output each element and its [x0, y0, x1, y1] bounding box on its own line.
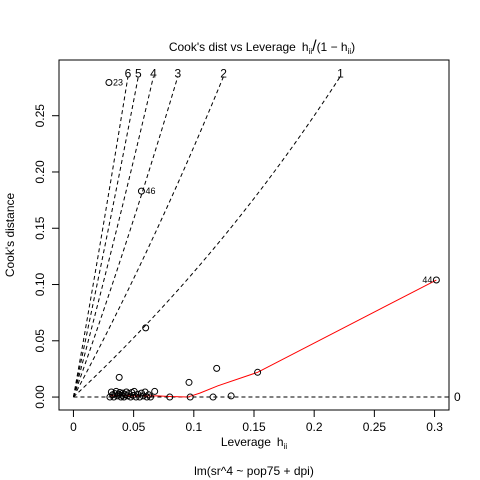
y-tick-label: 0.00 — [33, 385, 47, 409]
smooth-line — [109, 279, 437, 398]
y-axis-label: Cook's distance — [3, 193, 17, 278]
data-point — [142, 324, 150, 332]
data-point — [186, 393, 194, 401]
x-axis-label-text: Leverage — [221, 435, 271, 449]
data-point — [209, 393, 217, 401]
contour-label: 5 — [135, 66, 142, 80]
y-tick-label: 0.15 — [33, 216, 47, 240]
contour-label: 4 — [150, 66, 157, 80]
x-tick-label: 0.2 — [306, 420, 323, 434]
contour-line-2 — [72, 76, 225, 398]
y-tick-label: 0.10 — [33, 273, 47, 297]
contour-label: 3 — [175, 66, 182, 80]
contour-label: 1 — [337, 66, 344, 80]
x-axis: 0 0.05 0.1 0.15 0.2 0.25 0.3 — [70, 409, 443, 434]
contour-label: 6 — [125, 66, 132, 80]
smoothed-trend — [109, 279, 437, 398]
plot-frame — [58, 59, 450, 411]
data-point — [432, 276, 440, 284]
contour-label: 2 — [220, 66, 227, 80]
data-point — [137, 187, 145, 195]
x-axis-label: Leverage hii — [221, 435, 288, 451]
x-tick-label: 0.15 — [242, 420, 266, 434]
chart-title-main: Cook's dist vs Leverage — [169, 40, 296, 54]
x-tick-label: 0.1 — [185, 420, 202, 434]
data-point — [227, 392, 235, 400]
data-point — [166, 393, 174, 401]
x-tick-label: 0.05 — [122, 420, 146, 434]
contour-label: 0 — [454, 390, 461, 404]
data-point — [151, 387, 159, 395]
data-point — [185, 378, 193, 386]
contour-line-3 — [72, 76, 179, 398]
point-label: 46 — [145, 186, 155, 196]
x-tick-label: 0 — [70, 420, 77, 434]
point-label: 23 — [113, 78, 123, 88]
x-tick-label: 0.25 — [363, 420, 387, 434]
contour-line-1 — [73, 76, 341, 398]
contour-line-5 — [72, 76, 139, 398]
data-point — [146, 393, 154, 401]
data-point — [117, 393, 125, 401]
data-point — [254, 368, 262, 376]
x-tick-label: 0.3 — [426, 420, 443, 434]
y-tick-label: 0.05 — [33, 329, 47, 353]
y-axis: 0.00 0.05 0.10 0.15 0.20 0.25 — [33, 104, 60, 409]
data-point — [213, 364, 221, 372]
data-points — [105, 79, 440, 401]
data-point — [145, 391, 153, 399]
data-point — [115, 373, 123, 381]
chart-title: Cook's dist vs Leverage hii/(1 − hii) — [169, 38, 355, 56]
data-point — [143, 393, 151, 401]
point-label: 44 — [422, 275, 432, 285]
y-tick-label: 0.20 — [33, 160, 47, 184]
data-point — [136, 393, 144, 401]
contour-lines — [72, 76, 449, 398]
contour-line-6 — [72, 76, 129, 398]
contour-line-4 — [72, 76, 154, 398]
y-tick-label: 0.25 — [33, 104, 47, 128]
model-formula: lm(sr^4 ~ pop75 + dpi) — [194, 464, 314, 478]
data-point — [105, 79, 113, 87]
